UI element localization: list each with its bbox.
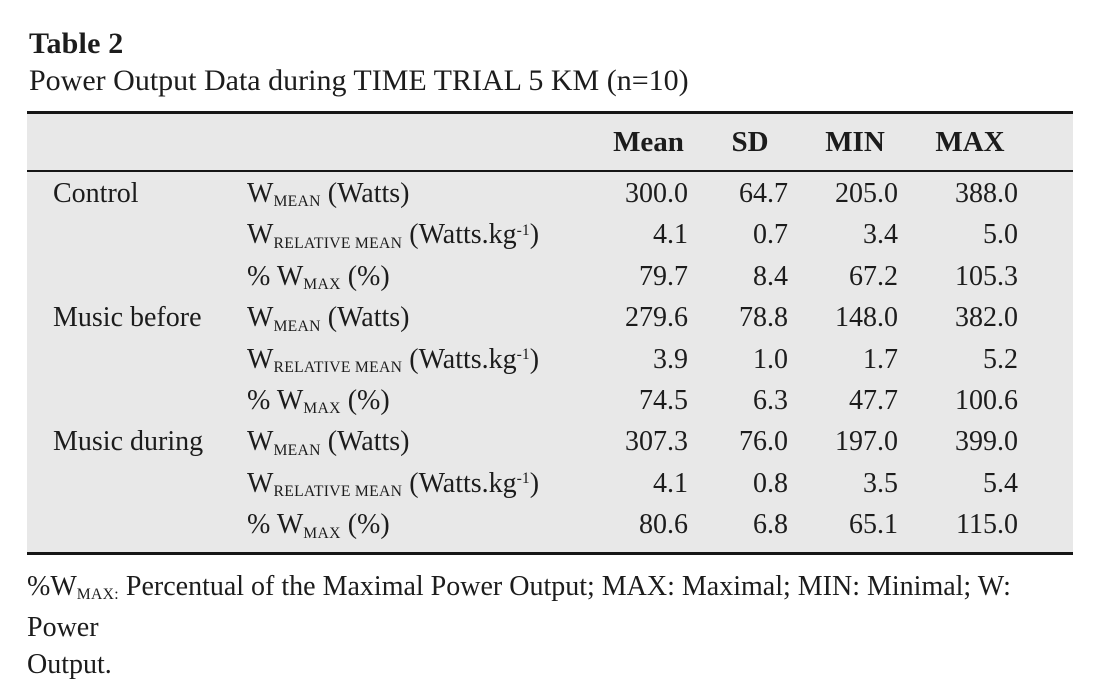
variable-label: % WMAX (%) [247, 509, 390, 542]
variable-subscript: MEAN [273, 441, 321, 459]
cell-mean: 300.0 [625, 178, 688, 209]
cell-sd: 8.4 [753, 260, 788, 292]
header-spacer-variable [247, 112, 597, 172]
cell-max: 5.2 [983, 343, 1018, 375]
variable-subscript: MEAN [273, 193, 321, 211]
table-row: Music before WMEAN (Watts) 279.6 78.8 14… [27, 299, 1073, 340]
cell-mean: 307.3 [625, 426, 688, 458]
table-row: Control WMEAN (Watts) 300.0 64.7 205.0 3… [27, 171, 1073, 216]
cell-mean: 4.1 [653, 467, 688, 499]
table-row: % WMAX (%) 79.7 8.4 67.2 105.3 [27, 258, 1073, 299]
header-row: Mean SD MIN MAX [27, 112, 1073, 172]
cell-max: 5.0 [983, 219, 1018, 251]
cell-sd: 0.7 [753, 219, 788, 251]
cell-min: 67.2 [849, 260, 898, 292]
variable-label: % WMAX (%) [247, 260, 390, 294]
cell-sd: 1.0 [753, 343, 788, 375]
cell-mean: 4.1 [653, 219, 688, 251]
cell-max: 5.4 [983, 467, 1018, 499]
unit-superscript: -1 [516, 470, 530, 488]
cell-mean: 279.6 [625, 302, 688, 334]
footnote-line-2: Output. [27, 648, 112, 680]
cell-sd: 6.3 [753, 385, 788, 417]
unit-superscript: -1 [516, 346, 530, 364]
cell-mean: 80.6 [639, 509, 688, 541]
variable-label: WRELATIVE MEAN (Watts.kg-1) [247, 467, 540, 501]
table-row: Music during WMEAN (Watts) 307.3 76.0 19… [27, 423, 1073, 464]
cell-min: 205.0 [835, 178, 898, 209]
cell-max: 100.6 [955, 385, 1018, 417]
cell-max: 105.3 [955, 260, 1018, 292]
header-spacer-group [27, 112, 247, 172]
variable-subscript: MAX [303, 400, 341, 418]
cell-max: 399.0 [955, 426, 1018, 458]
condition-label [27, 258, 247, 299]
variable-label: WMEAN (Watts) [247, 426, 410, 459]
table-row: WRELATIVE MEAN (Watts.kg-1) 4.1 0.8 3.5 … [27, 465, 1073, 506]
variable-subscript: MAX [303, 276, 341, 294]
condition-label [27, 506, 247, 553]
condition-label: Music before [53, 302, 202, 334]
cell-max: 115.0 [956, 509, 1018, 541]
footnote-line-1: %WMAX: Percentual of the Maximal Power O… [27, 570, 1011, 643]
condition-label: Control [53, 178, 139, 209]
cell-sd: 64.7 [739, 178, 788, 209]
cell-min: 197.0 [835, 426, 898, 458]
cell-max: 382.0 [955, 302, 1018, 334]
cell-mean: 79.7 [639, 260, 688, 292]
column-header-sd: SD [700, 112, 800, 172]
cell-sd: 6.8 [753, 509, 788, 541]
cell-min: 148.0 [835, 302, 898, 334]
cell-max: 388.0 [955, 178, 1018, 209]
table-row: % WMAX (%) 80.6 6.8 65.1 115.0 [27, 506, 1073, 553]
table-footnote: %WMAX: Percentual of the Maximal Power O… [27, 568, 1087, 683]
cell-min: 47.7 [849, 385, 898, 417]
variable-subscript: MEAN [273, 317, 321, 335]
variable-label: WRELATIVE MEAN (Watts.kg-1) [247, 343, 540, 376]
table-row: WRELATIVE MEAN (Watts.kg-1) 4.1 0.7 3.4 … [27, 216, 1073, 257]
cell-sd: 76.0 [739, 426, 788, 458]
table-title: Power Output Data during TIME TRIAL 5 KM… [29, 64, 689, 97]
condition-label [27, 465, 247, 506]
cell-sd: 0.8 [753, 467, 788, 499]
variable-subscript: RELATIVE MEAN [273, 483, 403, 501]
condition-label [27, 216, 247, 257]
cell-min: 3.5 [863, 467, 898, 499]
condition-label: Music during [53, 426, 204, 458]
column-header-max: MAX [910, 112, 1073, 172]
cell-min: 1.7 [863, 343, 898, 375]
variable-label: WRELATIVE MEAN (Watts.kg-1) [247, 219, 540, 252]
variable-label: WMEAN (Watts) [247, 302, 410, 335]
cell-mean: 3.9 [653, 343, 688, 375]
footnote-subscript: MAX: [76, 586, 119, 604]
variable-label: % WMAX (%) [247, 385, 390, 418]
cell-mean: 74.5 [639, 385, 688, 417]
table-row: WRELATIVE MEAN (Watts.kg-1) 3.9 1.0 1.7 … [27, 341, 1073, 382]
variable-subscript: MAX [303, 524, 341, 542]
table-caption: Table 2 Power Output Data during TIME TR… [29, 0, 1108, 100]
variable-subscript: RELATIVE MEAN [273, 359, 403, 376]
cell-min: 3.4 [863, 219, 898, 251]
table-label: Table 2 [29, 27, 124, 60]
power-output-table: Mean SD MIN MAX Control WMEAN (Watts) 30… [27, 111, 1073, 555]
variable-label: WMEAN (Watts) [247, 178, 410, 211]
condition-label [27, 341, 247, 382]
column-header-mean: Mean [597, 112, 700, 172]
variable-subscript: RELATIVE MEAN [273, 234, 403, 252]
cell-min: 65.1 [849, 509, 898, 541]
table-row: % WMAX (%) 74.5 6.3 47.7 100.6 [27, 382, 1073, 423]
unit-superscript: -1 [516, 221, 530, 239]
column-header-min: MIN [800, 112, 910, 172]
paper-table-page: Table 2 Power Output Data during TIME TR… [27, 0, 1108, 680]
condition-label [27, 382, 247, 423]
cell-sd: 78.8 [739, 302, 788, 334]
